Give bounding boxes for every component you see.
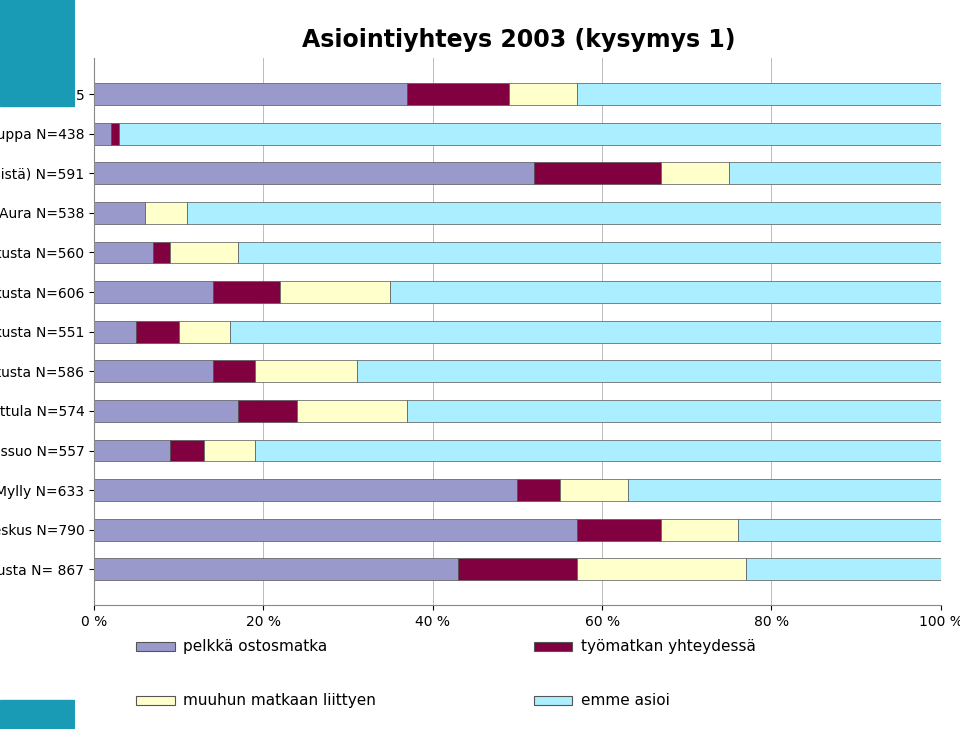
Bar — [517, 479, 560, 501]
Bar — [187, 202, 941, 224]
Bar — [204, 440, 255, 461]
Bar — [170, 241, 238, 263]
Bar — [391, 281, 941, 303]
Bar — [111, 122, 119, 144]
Bar — [661, 163, 730, 184]
Bar — [145, 202, 187, 224]
Bar — [94, 163, 535, 184]
Bar — [179, 321, 229, 343]
Bar — [154, 241, 170, 263]
Bar — [212, 281, 280, 303]
Bar — [136, 321, 179, 343]
Bar — [94, 321, 136, 343]
Bar — [94, 440, 170, 461]
Bar — [0, 700, 75, 729]
Bar — [94, 202, 145, 224]
Bar — [238, 241, 941, 263]
Bar — [255, 360, 356, 382]
Text: työmatkan yhteydessä: työmatkan yhteydessä — [581, 639, 756, 654]
Bar — [280, 281, 391, 303]
Bar — [407, 400, 941, 422]
Bar — [577, 83, 941, 105]
Bar — [535, 642, 572, 650]
Bar — [94, 479, 517, 501]
Bar — [170, 440, 204, 461]
Bar — [298, 400, 407, 422]
Text: muuhun matkaan liittyen: muuhun matkaan liittyen — [183, 693, 376, 709]
Bar — [94, 241, 154, 263]
Bar — [407, 83, 509, 105]
Bar — [238, 400, 298, 422]
Text: pelkkä ostosmatka: pelkkä ostosmatka — [183, 639, 327, 654]
Bar — [94, 558, 458, 580]
Bar — [577, 519, 661, 541]
Bar — [661, 519, 737, 541]
Bar — [509, 83, 577, 105]
Bar — [0, 0, 75, 106]
Text: Asiointiyhteys 2003 (kysymys 1): Asiointiyhteys 2003 (kysymys 1) — [301, 28, 735, 52]
Bar — [560, 479, 628, 501]
Bar — [535, 696, 572, 706]
Bar — [458, 558, 577, 580]
Bar — [94, 83, 407, 105]
Bar — [746, 558, 941, 580]
Bar — [730, 163, 941, 184]
Bar — [356, 360, 941, 382]
Bar — [737, 519, 941, 541]
Bar — [577, 558, 746, 580]
Bar — [136, 642, 175, 650]
Bar — [229, 321, 941, 343]
Bar — [94, 519, 577, 541]
Bar — [212, 360, 255, 382]
Bar — [119, 122, 941, 144]
Bar — [628, 479, 941, 501]
Bar — [94, 122, 111, 144]
Bar — [535, 163, 661, 184]
Bar — [94, 281, 212, 303]
Text: emme asioi: emme asioi — [581, 693, 670, 709]
Bar — [94, 400, 238, 422]
Bar — [94, 360, 212, 382]
Bar — [136, 696, 175, 706]
Bar — [255, 440, 941, 461]
